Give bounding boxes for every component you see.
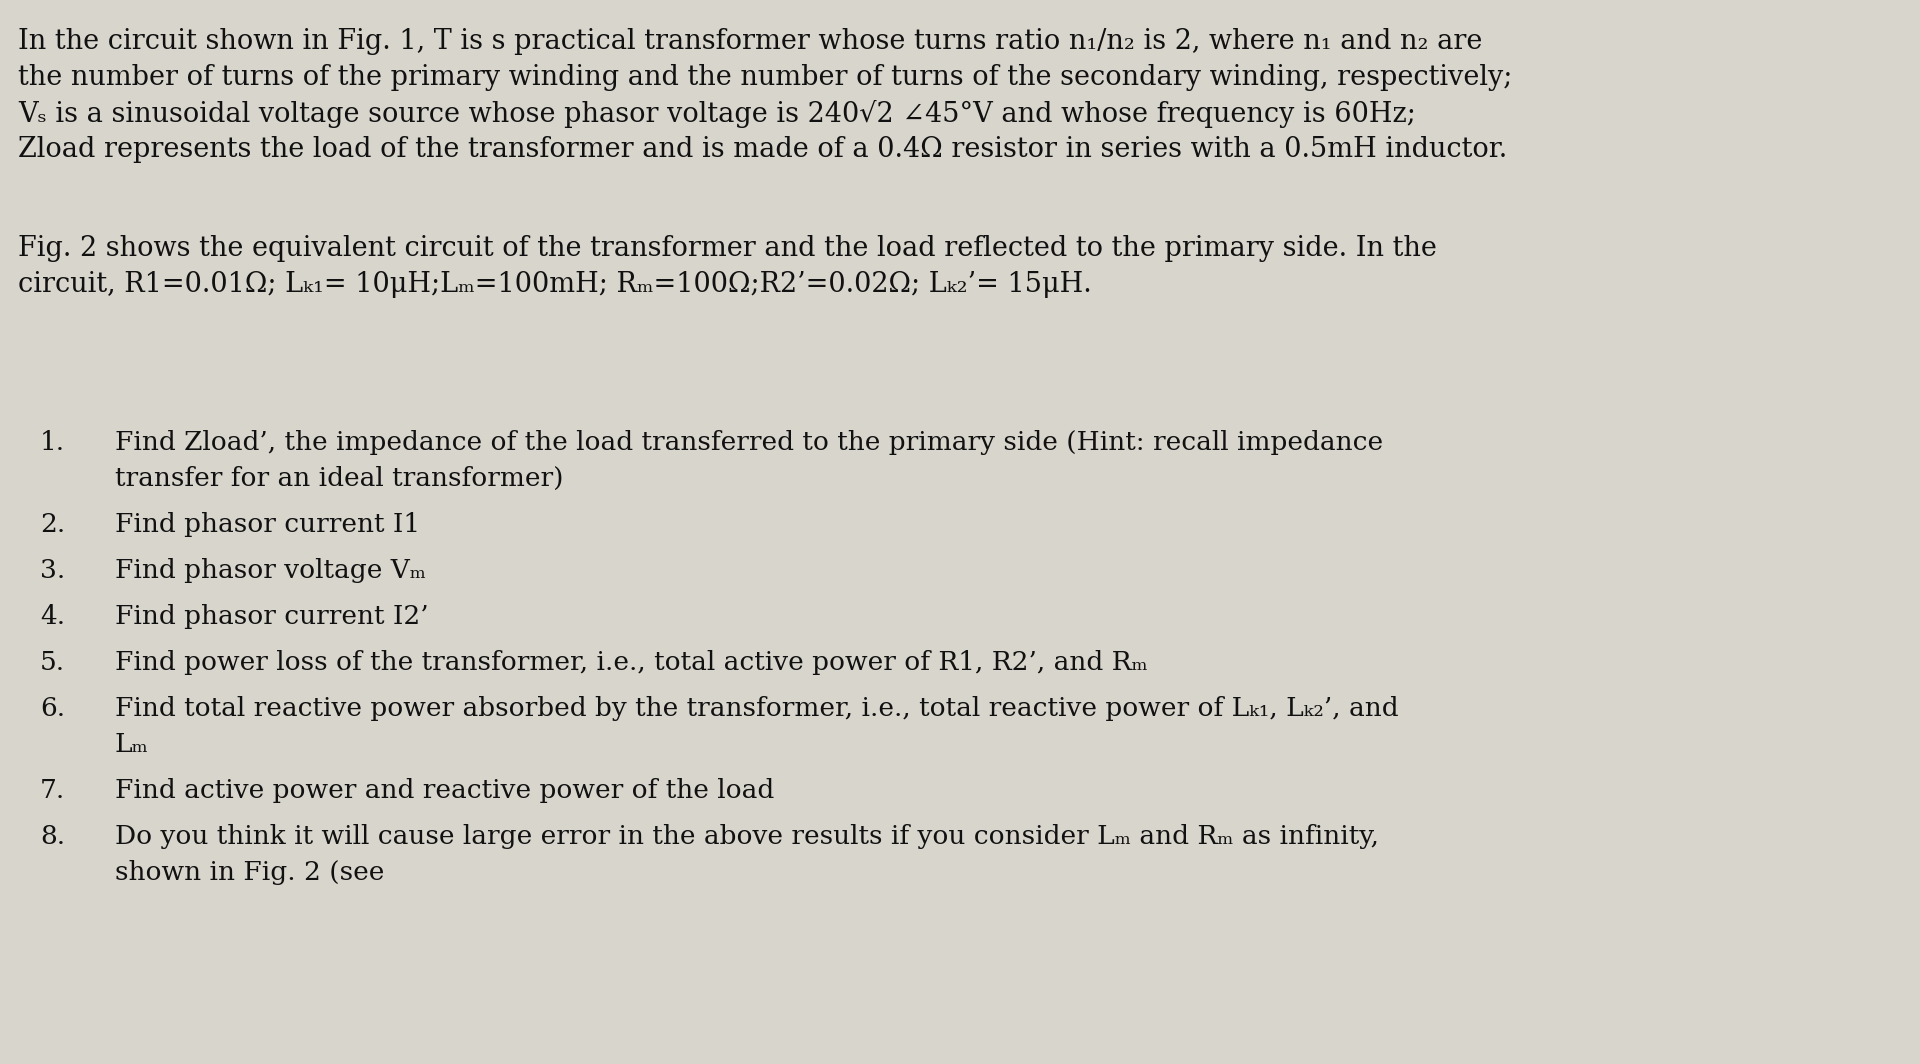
Text: circuit, R1=0.01Ω; Lₖ₁= 10μH;Lₘ=100mH; Rₘ=100Ω;R2’=0.02Ω; Lₖ₂’= 15μH.: circuit, R1=0.01Ω; Lₖ₁= 10μH;Lₘ=100mH; R… xyxy=(17,271,1092,298)
Text: 1.: 1. xyxy=(40,430,65,455)
Text: In the circuit shown in Fig. 1, T is s practical transformer whose turns ratio n: In the circuit shown in Fig. 1, T is s p… xyxy=(17,28,1482,55)
Text: Find active power and reactive power of the load: Find active power and reactive power of … xyxy=(115,778,774,803)
Text: Vₛ is a sinusoidal voltage source whose phasor voltage is 240√2 ∠45°V and whose : Vₛ is a sinusoidal voltage source whose … xyxy=(17,100,1415,128)
Text: Find total reactive power absorbed by the transformer, i.e., total reactive powe: Find total reactive power absorbed by th… xyxy=(115,696,1398,721)
Text: Find phasor current I2’: Find phasor current I2’ xyxy=(115,604,428,629)
Text: transfer for an ideal transformer): transfer for an ideal transformer) xyxy=(115,466,563,491)
Text: Find Zload’, the impedance of the load transferred to the primary side (Hint: re: Find Zload’, the impedance of the load t… xyxy=(115,430,1382,455)
Text: Fig. 2 shows the equivalent circuit of the transformer and the load reflected to: Fig. 2 shows the equivalent circuit of t… xyxy=(17,235,1436,262)
Text: shown in Fig. 2 (see: shown in Fig. 2 (see xyxy=(115,860,384,885)
Text: Lₘ: Lₘ xyxy=(115,732,150,757)
Text: Find phasor current I1: Find phasor current I1 xyxy=(115,512,420,537)
Text: 2.: 2. xyxy=(40,512,65,537)
Text: Find phasor voltage Vₘ: Find phasor voltage Vₘ xyxy=(115,558,426,583)
Text: Zload represents the load of the transformer and is made of a 0.4Ω resistor in s: Zload represents the load of the transfo… xyxy=(17,136,1507,163)
Text: 7.: 7. xyxy=(40,778,65,803)
Text: 3.: 3. xyxy=(40,558,65,583)
Text: 6.: 6. xyxy=(40,696,65,721)
Text: 4.: 4. xyxy=(40,604,65,629)
Text: the number of turns of the primary winding and the number of turns of the second: the number of turns of the primary windi… xyxy=(17,64,1513,92)
Text: Do you think it will cause large error in the above results if you consider Lₘ a: Do you think it will cause large error i… xyxy=(115,824,1379,849)
Text: Find power loss of the transformer, i.e., total active power of R1, R2’, and Rₘ: Find power loss of the transformer, i.e.… xyxy=(115,650,1148,675)
Text: 5.: 5. xyxy=(40,650,65,675)
Text: 8.: 8. xyxy=(40,824,65,849)
